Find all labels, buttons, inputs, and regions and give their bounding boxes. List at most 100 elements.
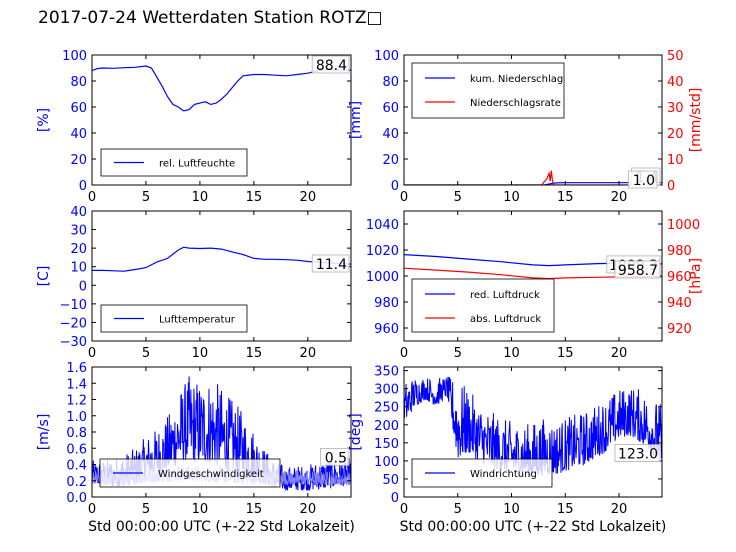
- x-tick-label: 15: [246, 502, 263, 517]
- axes-frame: [91, 210, 352, 342]
- page-title: 2017-07-24 Wetterdaten Station ROTZ□: [38, 8, 383, 28]
- legend-label: red. Luftdruck: [470, 290, 540, 301]
- y-tick-right-label: 10: [667, 153, 684, 168]
- legend-label: abs. Luftdruck: [470, 314, 541, 325]
- series-line-pressure-1: [404, 267, 662, 280]
- legend-frame: [411, 278, 555, 333]
- y-axis-right-label: [hPa]: [688, 258, 704, 294]
- series-group: [92, 65, 351, 112]
- x-tick-label: 20: [300, 502, 317, 517]
- y-tick-label: 100: [62, 49, 87, 64]
- legend: Lufttemperatur: [100, 304, 248, 333]
- legend-frame: [411, 62, 565, 119]
- y-tick-label: 40: [70, 205, 87, 220]
- y-tick-label: 80: [70, 75, 87, 90]
- x-tick-label: 10: [503, 190, 520, 205]
- series-group: [404, 170, 662, 185]
- x-tick-label: 10: [503, 502, 520, 517]
- y-tick-label: 40: [70, 127, 87, 142]
- x-tick-label: 0: [400, 502, 408, 517]
- y-tick-label: 30: [70, 224, 87, 239]
- legend-label: Lufttemperatur: [159, 315, 236, 326]
- y-tick-label: 0.4: [66, 459, 87, 474]
- y-tick-label: 960: [374, 322, 399, 337]
- y-tick-label: 980: [374, 296, 399, 311]
- chart-panel-humidity: 0 5 10 15 20 0 20 40 60 80 100 [%] 88.4 rel. Luftfeuc…: [36, 49, 352, 205]
- x-tick-label: 5: [142, 346, 150, 361]
- x-tick-label: 0: [400, 190, 408, 205]
- y-tick-label: 0: [79, 179, 87, 194]
- x-tick-label: 10: [192, 502, 209, 517]
- y-tick-label: 0.8: [66, 426, 87, 441]
- y-tick-right-label: 40: [667, 75, 684, 90]
- last-value-label: 1.0: [633, 173, 655, 189]
- y-tick-label: 0: [79, 279, 87, 294]
- y-tick-label: 1040: [366, 218, 399, 233]
- x-tick-label: 5: [142, 502, 150, 517]
- y-axis-label: [m/s]: [36, 414, 52, 451]
- x-tick-label: 15: [246, 190, 263, 205]
- y-tick-label: 10: [70, 261, 87, 276]
- legend: rel. Luftfeuchte: [100, 148, 248, 177]
- x-tick-label: 10: [503, 346, 520, 361]
- last-value-label: 11.4: [316, 257, 347, 273]
- y-tick-right-label: 980: [667, 244, 692, 259]
- x-tick-label: 0: [88, 502, 96, 517]
- x-tick-label: 20: [300, 346, 317, 361]
- x-tick-label: 15: [557, 502, 574, 517]
- y-tick-label: 0: [391, 491, 399, 506]
- series-line-precipitation-1: [404, 170, 662, 185]
- chart-panel-precipitation: 0 5 10 15 20 0 20 40 60 80 100 0 10 20 30 40 50 [mm] [mm/s…: [348, 49, 704, 205]
- legend-label: Windgeschwindigkeit: [158, 469, 264, 480]
- x-tick-label: 20: [300, 190, 317, 205]
- y-tick-label: 1.0: [66, 410, 87, 425]
- axes-frame: [91, 54, 352, 186]
- y-tick-label: 0.0: [66, 491, 87, 506]
- y-tick-right-label: 920: [667, 322, 692, 337]
- y-tick-label: 0.6: [66, 442, 87, 457]
- y-tick-label: 0: [391, 179, 399, 194]
- y-tick-label: 1.6: [66, 361, 87, 376]
- y-tick-label: 1020: [366, 244, 399, 259]
- axes-frame: [403, 54, 663, 186]
- x-tick-label: 20: [611, 190, 628, 205]
- y-tick-label: 250: [374, 401, 399, 416]
- y-tick-label: −30: [60, 335, 87, 350]
- y-tick-label: 20: [382, 153, 399, 168]
- legend-label: rel. Luftfeuchte: [159, 159, 235, 170]
- y-tick-label: 100: [374, 455, 399, 470]
- y-tick-label: 1.2: [66, 394, 87, 409]
- series-line-humidity-0: [92, 65, 351, 112]
- y-tick-right-label: 0: [667, 179, 675, 194]
- legend: Windgeschwindigkeit: [99, 458, 281, 488]
- chart-panel-windspeed: 0 5 10 15 20 0.00.20.4 0.60.81.01.2 1.41.6 [m/s]…: [36, 361, 355, 535]
- legend-label: Windrichtung: [470, 469, 537, 480]
- last-value-label: 88.4: [316, 58, 347, 74]
- legend-label: kum. Niederschlag: [470, 74, 563, 85]
- y-tick-right-label: 20: [667, 127, 684, 142]
- last-value-label-box: [311, 55, 350, 74]
- last-value-label-box: [628, 170, 658, 189]
- x-tick-label: 15: [246, 346, 263, 361]
- series-line-temperature-0: [92, 246, 351, 272]
- last-value-label: 0.5: [325, 450, 347, 466]
- y-axis-label: [deg]: [348, 413, 364, 450]
- y-tick-label: 60: [382, 101, 399, 116]
- y-tick-label: 20: [70, 153, 87, 168]
- legend-label: Niederschlagsrate: [470, 98, 561, 109]
- x-tick-label: 20: [611, 502, 628, 517]
- y-tick-label: −20: [60, 316, 87, 331]
- y-tick-label: 0.2: [66, 475, 87, 490]
- x-tick-label: 5: [454, 190, 462, 205]
- last-value-label-box: [311, 254, 350, 273]
- y-tick-right-label: 1000: [667, 218, 700, 233]
- x-axis-label: Std 00:00:00 UTC (+-22 Std Lokalzeit): [88, 519, 355, 535]
- y-tick-right-label: 30: [667, 101, 684, 116]
- legend: red. Luftdruck abs. Luftdruck: [411, 278, 555, 333]
- y-tick-label: 40: [382, 127, 399, 142]
- y-axis-right-label: [mm/std]: [688, 88, 704, 153]
- axes-frame: [403, 366, 663, 498]
- x-tick-label: 10: [192, 190, 209, 205]
- series-group: [92, 246, 351, 272]
